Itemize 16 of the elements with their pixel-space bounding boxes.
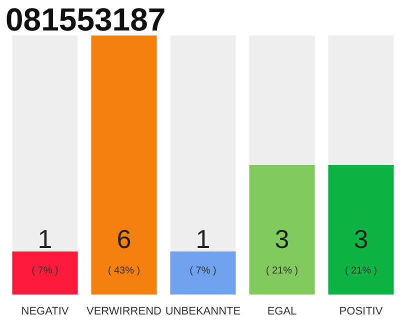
annotation: ( 7% ) [190, 266, 216, 277]
annotation: ( 7% ) [32, 266, 58, 277]
annotation: ( 43% ) [108, 266, 140, 277]
x-tick-label: VERWIRREND [86, 306, 162, 318]
x-tick-label: POSITIV [339, 306, 384, 318]
data-label: 1 [196, 224, 210, 254]
data-label: 1 [38, 224, 52, 254]
data-label: 3 [274, 224, 290, 254]
chart-title: 081553187 [6, 2, 166, 38]
x-tick-label: NEGATIV [21, 306, 70, 318]
data-label: 6 [116, 224, 132, 254]
annotation: ( 21% ) [266, 266, 298, 277]
x-tick-label: UNBEKANNTE [165, 306, 241, 318]
data-label: 3 [354, 224, 368, 254]
annotation: ( 21% ) [344, 266, 378, 277]
x-tick-label: EGAL [267, 306, 297, 318]
